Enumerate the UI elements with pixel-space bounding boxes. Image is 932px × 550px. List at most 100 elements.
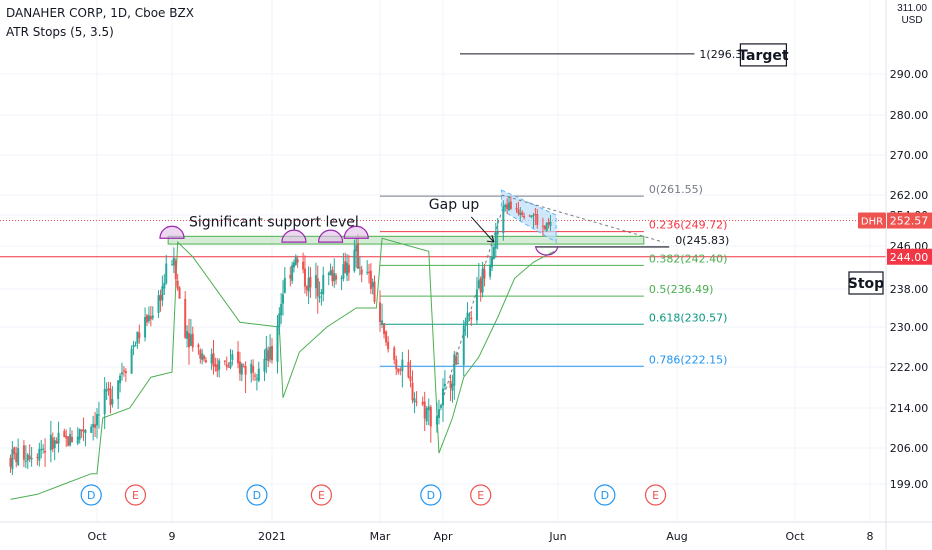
candle [276,325,279,362]
candle [340,278,343,280]
candle [523,215,526,218]
dividend-marker[interactable] [594,484,616,506]
candle [307,277,310,292]
candle [254,375,257,377]
candle [203,355,206,360]
candle [532,214,535,216]
candle [103,388,106,415]
candle [263,358,266,372]
y-tick-label: 280.00 [890,109,929,122]
candle [271,345,273,361]
candle [184,298,187,338]
arc-marker [159,225,185,239]
earnings-marker-label: E [318,489,325,502]
candle [49,434,52,451]
candle [42,448,45,450]
candle [165,263,168,284]
candle [92,423,95,428]
candle [53,440,56,449]
candle [252,366,255,373]
fib-level-label: 0.382(242.40) [649,252,728,265]
earnings-marker[interactable] [644,484,667,506]
candle [504,204,507,208]
dividend-marker[interactable] [80,484,102,506]
candle [119,375,122,384]
candle [302,261,305,270]
earnings-marker[interactable] [124,484,147,506]
candle [534,214,537,216]
candle [385,331,388,343]
ticker-title[interactable]: DANAHER CORP, 1D, Cboe BZX [6,6,194,20]
candle [132,345,135,348]
candle [502,206,505,234]
price-axis-top-label: 311.00 [897,3,927,14]
candle [387,341,390,350]
candle [462,325,465,365]
earnings-marker[interactable] [470,484,492,506]
candle [84,430,87,434]
candle [237,351,240,364]
candle [44,450,47,453]
candle [38,448,41,461]
candle [240,363,243,375]
arc-marker [281,229,307,243]
candle [451,383,454,391]
candle [528,215,531,217]
candle [335,275,338,280]
y-tick-label: 214.00 [890,402,929,415]
candle [96,414,98,426]
candle [379,302,381,323]
x-tick-label: Mar [370,530,391,543]
candle [320,292,323,294]
indicator-label[interactable]: ATR Stops (5, 3.5) [6,25,114,39]
candle [40,449,43,451]
candle [134,345,137,347]
candle [449,380,452,389]
candle [346,262,349,276]
candle [111,399,114,405]
candle [481,268,484,293]
candle [358,267,361,269]
earnings-marker-label: E [477,489,484,502]
earnings-marker[interactable] [310,484,333,506]
candle [439,405,442,408]
x-tick-label: 2021 [258,530,286,543]
candle [57,432,60,444]
dividend-marker-label: D [87,489,95,502]
fib-level-label: 0.5(236.49) [649,283,714,296]
candle [549,221,552,227]
candle [199,350,202,359]
candle [121,372,123,375]
candle [333,272,336,282]
candle [327,273,330,275]
candle [413,398,416,403]
arc-marker [535,245,559,256]
candle [519,212,522,215]
candle [470,317,473,320]
dividend-marker[interactable] [246,484,268,506]
candle [283,278,286,293]
candle [212,353,215,367]
candle [318,296,321,298]
candle [176,280,179,289]
candle [492,247,495,260]
candle [117,380,120,399]
y-tick-label: 206.00 [890,442,929,455]
fib-level-label: 0.786(222.15) [649,353,728,366]
candle [397,368,400,373]
candle [442,388,444,406]
candle [347,264,350,273]
candle [305,286,308,290]
current-price-badge [887,212,932,229]
candle [109,388,112,406]
dividend-marker[interactable] [420,484,442,506]
candle [172,257,175,266]
candle [425,407,428,422]
candle [506,204,509,209]
x-tick-label: Jun [548,530,566,543]
x-tick-label: Aug [666,530,687,543]
x-tick-label: Apr [433,530,453,543]
candle [280,303,283,316]
candle [373,281,376,302]
